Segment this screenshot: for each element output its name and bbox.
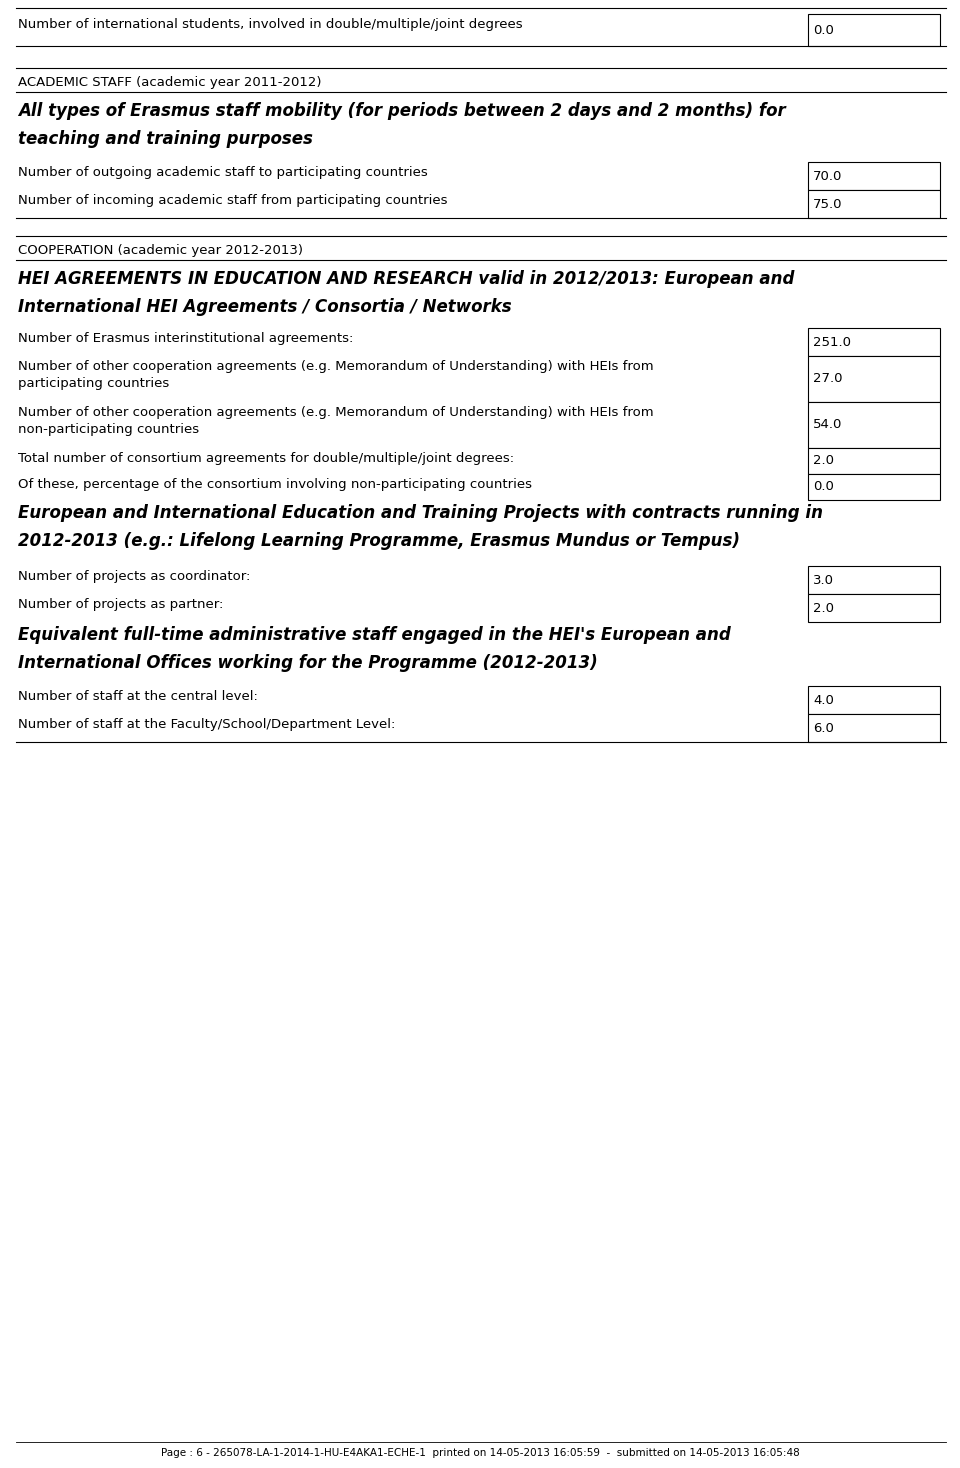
Bar bbox=[808, 474, 940, 501]
Text: 2.0: 2.0 bbox=[813, 602, 834, 615]
Bar bbox=[808, 161, 940, 189]
Text: 6.0: 6.0 bbox=[813, 721, 834, 734]
Text: International Offices working for the Programme (2012-2013): International Offices working for the Pr… bbox=[18, 655, 598, 672]
Bar bbox=[808, 448, 940, 474]
Text: Number of other cooperation agreements (e.g. Memorandum of Understanding) with H: Number of other cooperation agreements (… bbox=[18, 360, 654, 373]
Text: Number of projects as coordinator:: Number of projects as coordinator: bbox=[18, 570, 251, 583]
Text: Number of international students, involved in double/multiple/joint degrees: Number of international students, involv… bbox=[18, 18, 522, 31]
Bar bbox=[808, 189, 940, 219]
Text: Number of staff at the central level:: Number of staff at the central level: bbox=[18, 690, 258, 703]
Text: 4.0: 4.0 bbox=[813, 693, 834, 706]
Text: HEI AGREEMENTS IN EDUCATION AND RESEARCH valid in 2012/2013: European and: HEI AGREEMENTS IN EDUCATION AND RESEARCH… bbox=[18, 270, 794, 288]
Text: 70.0: 70.0 bbox=[813, 169, 842, 182]
Text: International HEI Agreements / Consortia / Networks: International HEI Agreements / Consortia… bbox=[18, 298, 512, 316]
Text: 54.0: 54.0 bbox=[813, 418, 842, 432]
Text: Number of other cooperation agreements (e.g. Memorandum of Understanding) with H: Number of other cooperation agreements (… bbox=[18, 407, 654, 418]
Bar bbox=[808, 15, 940, 46]
Bar bbox=[808, 595, 940, 622]
Text: Number of projects as partner:: Number of projects as partner: bbox=[18, 597, 224, 611]
Text: participating countries: participating countries bbox=[18, 377, 169, 390]
Text: Of these, percentage of the consortium involving non-participating countries: Of these, percentage of the consortium i… bbox=[18, 479, 532, 490]
Text: Equivalent full-time administrative staff engaged in the HEI's European and: Equivalent full-time administrative staf… bbox=[18, 625, 731, 644]
Text: 0.0: 0.0 bbox=[813, 480, 834, 493]
Text: Number of Erasmus interinstitutional agreements:: Number of Erasmus interinstitutional agr… bbox=[18, 332, 353, 345]
Text: 251.0: 251.0 bbox=[813, 336, 851, 348]
Text: All types of Erasmus staff mobility (for periods between 2 days and 2 months) fo: All types of Erasmus staff mobility (for… bbox=[18, 101, 785, 120]
Text: 3.0: 3.0 bbox=[813, 574, 834, 587]
Text: Number of incoming academic staff from participating countries: Number of incoming academic staff from p… bbox=[18, 194, 447, 207]
Text: COOPERATION (academic year 2012-2013): COOPERATION (academic year 2012-2013) bbox=[18, 244, 303, 257]
Text: Number of outgoing academic staff to participating countries: Number of outgoing academic staff to par… bbox=[18, 166, 428, 179]
Text: teaching and training purposes: teaching and training purposes bbox=[18, 131, 313, 148]
Text: 27.0: 27.0 bbox=[813, 373, 843, 386]
Text: 2012-2013 (e.g.: Lifelong Learning Programme, Erasmus Mundus or Tempus): 2012-2013 (e.g.: Lifelong Learning Progr… bbox=[18, 531, 740, 550]
Bar bbox=[808, 567, 940, 595]
Text: 0.0: 0.0 bbox=[813, 23, 834, 37]
Text: non-participating countries: non-participating countries bbox=[18, 423, 199, 436]
Text: Page : 6 - 265078-LA-1-2014-1-HU-E4AKA1-ECHE-1  printed on 14-05-2013 16:05:59  : Page : 6 - 265078-LA-1-2014-1-HU-E4AKA1-… bbox=[160, 1447, 800, 1458]
Bar bbox=[808, 327, 940, 357]
Text: Total number of consortium agreements for double/multiple/joint degrees:: Total number of consortium agreements fo… bbox=[18, 452, 515, 465]
Bar bbox=[808, 713, 940, 741]
Text: 2.0: 2.0 bbox=[813, 455, 834, 467]
Text: 75.0: 75.0 bbox=[813, 198, 843, 210]
Text: European and International Education and Training Projects with contracts runnin: European and International Education and… bbox=[18, 504, 823, 523]
Text: ACADEMIC STAFF (academic year 2011-2012): ACADEMIC STAFF (academic year 2011-2012) bbox=[18, 76, 322, 90]
Bar bbox=[808, 686, 940, 713]
Bar bbox=[808, 357, 940, 402]
Bar bbox=[808, 402, 940, 448]
Text: Number of staff at the Faculty/School/Department Level:: Number of staff at the Faculty/School/De… bbox=[18, 718, 396, 731]
